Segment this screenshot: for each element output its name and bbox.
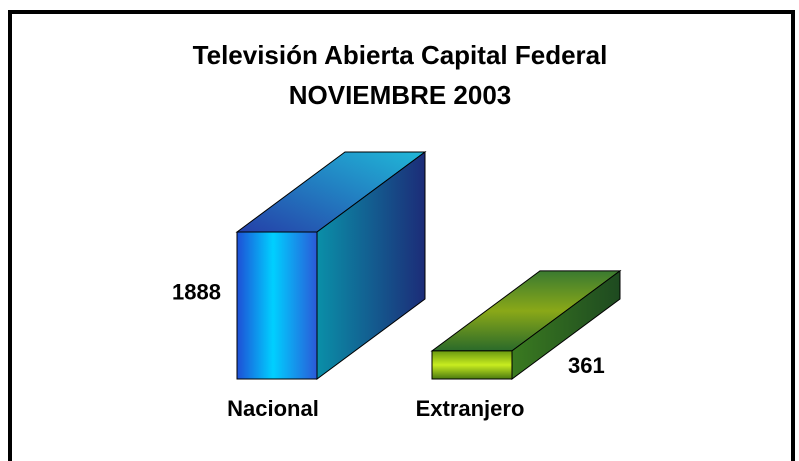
chart-subtitle: NOVIEMBRE 2003 [289, 80, 512, 110]
bar [235, 151, 427, 380]
bar-front [431, 350, 513, 380]
x-tick-label: Extranjero [416, 396, 525, 421]
bar [430, 269, 622, 380]
value-label: 1888 [172, 279, 221, 304]
x-tick-label: Nacional [227, 396, 319, 421]
bar-front [236, 231, 318, 380]
value-label: 361 [568, 353, 605, 378]
frame [8, 10, 795, 461]
chart-title: Televisión Abierta Capital Federal [193, 40, 608, 70]
